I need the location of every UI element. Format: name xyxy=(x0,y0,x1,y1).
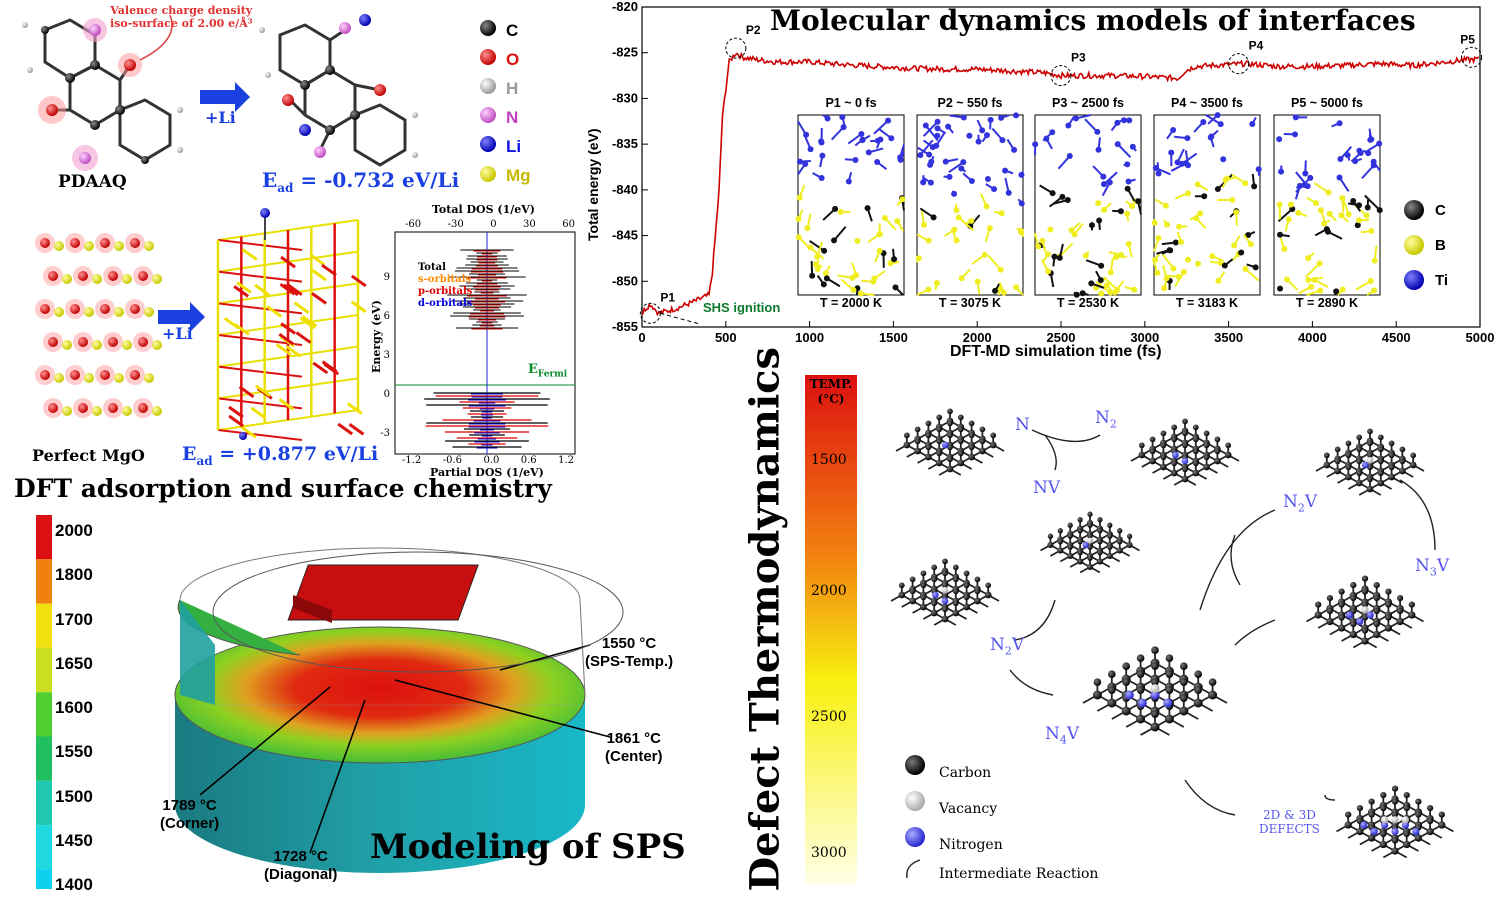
md-y-tick: -850 xyxy=(612,273,638,288)
temp-tick-1500: 1500 xyxy=(811,452,847,468)
crystal-cluster xyxy=(1041,512,1140,573)
defect-legend xyxy=(905,755,925,878)
dft-title: DFT adsorption and surface chemistry xyxy=(14,474,552,503)
mgo-crystal xyxy=(35,233,162,418)
md-legend-label: B xyxy=(1435,237,1446,254)
md-y-tick: -825 xyxy=(612,45,638,60)
plus-li-label: +Li xyxy=(205,108,236,127)
sps-cylinder xyxy=(175,548,585,873)
dft-panel: Valence charge density iso-surface of 2.… xyxy=(0,0,600,505)
label-n2v-a: N2V xyxy=(1283,492,1317,514)
md-legend-label: Ti xyxy=(1435,272,1448,289)
defect-illustration xyxy=(735,360,1500,889)
snapshot-title: P3 ~ 2500 fs xyxy=(1052,96,1124,110)
crystal-cluster xyxy=(1307,575,1424,647)
label-n2v-b: N2V xyxy=(990,635,1024,657)
snapshot-title: P4 ~ 3500 fs xyxy=(1171,96,1243,110)
dos-legend: Total s-orbitals p-orbitals d-orbitals xyxy=(418,262,472,310)
sps-annotation-corner: 1789 °C(Corner) xyxy=(160,797,219,833)
crystal-cluster xyxy=(1337,785,1454,857)
snapshot-temperature: T = 2530 K xyxy=(1057,296,1119,310)
md-y-tick: -855 xyxy=(612,319,638,334)
snapshot-temperature: T = 3183 K xyxy=(1176,296,1238,310)
md-legend-swatch xyxy=(1404,200,1424,220)
molecule-label: PDAAQ xyxy=(58,172,127,192)
crystal-cluster xyxy=(1131,419,1239,485)
crystal-cluster xyxy=(891,559,999,625)
snapshot-temperature: T = 3075 K xyxy=(939,296,1001,310)
temp-tick-2000: 2000 xyxy=(811,583,847,599)
defect-title: Defect Thermodynamics xyxy=(742,372,789,892)
md-x-tick: 4500 xyxy=(1382,330,1411,345)
temp-scale-title: TEMP.(°C) xyxy=(807,377,855,407)
label-nv: NV xyxy=(1033,478,1060,498)
md-point-label: P3 xyxy=(1071,51,1086,65)
label-n: N xyxy=(1015,415,1030,435)
md-y-tick: -845 xyxy=(612,228,638,243)
snapshot-temperature: T = 2890 K xyxy=(1296,296,1358,310)
shs-annotation: SHS ignition xyxy=(703,300,780,315)
temp-tick-3000: 3000 xyxy=(811,845,847,861)
valence-note: Valence charge density iso-surface of 2.… xyxy=(110,4,253,30)
md-x-tick: 0 xyxy=(638,330,645,345)
adsorption-energy-1: Ead = -0.732 eV/Li xyxy=(262,168,459,195)
adsorption-energy-2: Ead = +0.877 eV/Li xyxy=(182,443,378,468)
temp-tick-2500: 2500 xyxy=(811,709,847,725)
snapshot-frame xyxy=(917,115,1023,295)
dos-top-title: Total DOS (1/eV) xyxy=(432,203,535,216)
md-x-tick: 500 xyxy=(715,330,737,345)
plus-li-label-2: +Li xyxy=(162,324,193,343)
md-x-label: DFT-MD simulation time (fs) xyxy=(950,343,1162,361)
label-n2: N2 xyxy=(1095,408,1117,430)
md-point-label: P5 xyxy=(1460,32,1475,46)
crystal-cluster xyxy=(1083,646,1227,735)
snapshot-temperature: T = 2000 K xyxy=(820,296,882,310)
pdaaq-molecule xyxy=(45,20,170,160)
md-legend-swatch xyxy=(1404,270,1424,290)
sps-annotation-sps-temp: 1550 °C(SPS-Temp.) xyxy=(585,635,673,671)
md-x-tick: 4000 xyxy=(1298,330,1327,345)
label-n3v: N3V xyxy=(1415,556,1449,578)
crystal-cluster xyxy=(896,409,1004,475)
fermi-label: EFermi xyxy=(528,362,567,380)
md-legend-swatch xyxy=(1404,235,1424,255)
md-x-tick: 5000 xyxy=(1466,330,1495,345)
lithiated-molecule xyxy=(280,25,405,165)
mgo-lithiated-lattice xyxy=(218,208,366,440)
sps-annotation-diagonal: 1728 °C(Diagonal) xyxy=(264,848,337,884)
md-point-label: P2 xyxy=(746,23,761,37)
md-x-tick: 1000 xyxy=(795,330,824,345)
sps-title: Modeling of SPS xyxy=(370,827,686,867)
label-n4v: N4V xyxy=(1045,724,1079,746)
snapshot-title: P1 ~ 0 fs xyxy=(825,96,876,110)
sps-annotation-center: 1861 °C(Center) xyxy=(605,730,663,766)
snapshot-title: P5 ~ 5000 fs xyxy=(1291,96,1363,110)
dft-legend-labels: C O H N Li Mg xyxy=(506,16,531,190)
md-y-tick: -830 xyxy=(612,90,638,105)
md-point-label: P4 xyxy=(1249,39,1264,53)
md-title: Molecular dynamics models of interfaces xyxy=(770,4,1416,37)
md-point-label: P1 xyxy=(660,290,675,304)
sps-color-scale xyxy=(36,515,52,889)
mgo-label: Perfect MgO xyxy=(32,446,145,465)
defect-legend-labels: Carbon Vacancy Nitrogen Intermediate Rea… xyxy=(939,755,1098,885)
snapshot-title: P2 ~ 550 fs xyxy=(938,96,1003,110)
md-y-tick: -835 xyxy=(612,136,638,151)
md-x-tick: 3500 xyxy=(1214,330,1243,345)
md-y-label: Total energy (eV) xyxy=(585,91,601,241)
dft-element-legend xyxy=(480,20,496,182)
md-legend-label: C xyxy=(1435,202,1446,219)
defect-panel: Defect Thermodynamics xyxy=(735,360,1500,889)
md-x-tick: 1500 xyxy=(879,330,908,345)
md-y-tick: -840 xyxy=(612,182,638,197)
md-y-tick: -820 xyxy=(612,0,638,14)
